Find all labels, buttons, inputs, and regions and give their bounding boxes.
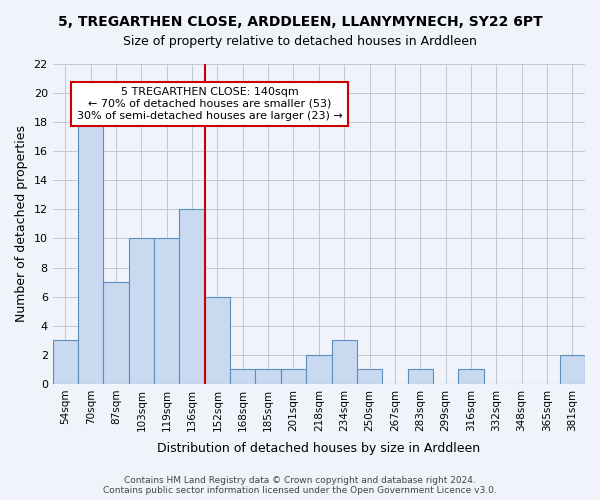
- Bar: [78, 122, 103, 384]
- Bar: [357, 370, 382, 384]
- Bar: [256, 370, 281, 384]
- Bar: [458, 370, 484, 384]
- Text: Contains HM Land Registry data © Crown copyright and database right 2024.
Contai: Contains HM Land Registry data © Crown c…: [103, 476, 497, 495]
- Text: 5 TREGARTHEN CLOSE: 140sqm
← 70% of detached houses are smaller (53)
30% of semi: 5 TREGARTHEN CLOSE: 140sqm ← 70% of deta…: [77, 88, 343, 120]
- Text: 5, TREGARTHEN CLOSE, ARDDLEEN, LLANYMYNECH, SY22 6PT: 5, TREGARTHEN CLOSE, ARDDLEEN, LLANYMYNE…: [58, 15, 542, 29]
- X-axis label: Distribution of detached houses by size in Arddleen: Distribution of detached houses by size …: [157, 442, 481, 455]
- Bar: [53, 340, 78, 384]
- Y-axis label: Number of detached properties: Number of detached properties: [15, 126, 28, 322]
- Bar: [103, 282, 129, 384]
- Bar: [281, 370, 306, 384]
- Bar: [407, 370, 433, 384]
- Bar: [332, 340, 357, 384]
- Bar: [129, 238, 154, 384]
- Bar: [230, 370, 256, 384]
- Bar: [154, 238, 179, 384]
- Bar: [205, 296, 230, 384]
- Bar: [306, 355, 332, 384]
- Text: Size of property relative to detached houses in Arddleen: Size of property relative to detached ho…: [123, 35, 477, 48]
- Bar: [179, 210, 205, 384]
- Bar: [560, 355, 585, 384]
